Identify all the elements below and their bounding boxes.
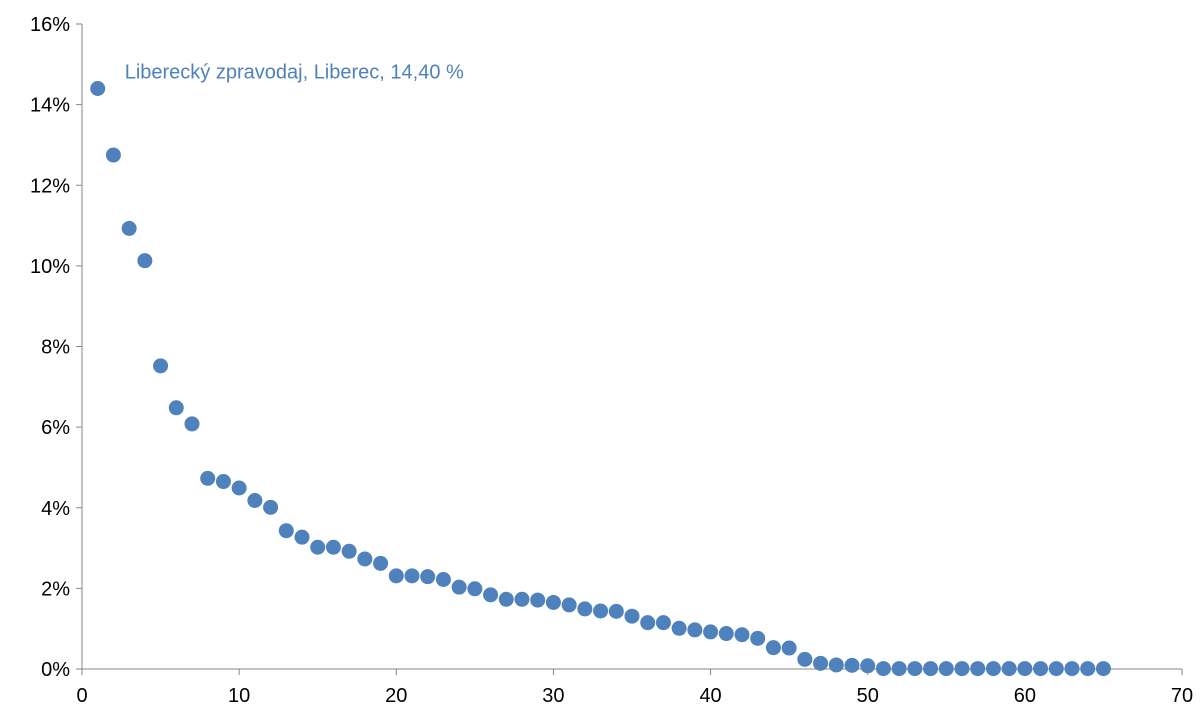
data-point — [750, 630, 766, 646]
data-point — [105, 147, 121, 163]
y-tick-label: 0% — [41, 659, 70, 681]
data-point — [797, 651, 813, 667]
data-point — [655, 615, 671, 631]
x-tick-label: 40 — [699, 685, 721, 707]
data-point — [844, 657, 860, 673]
data-point — [325, 539, 341, 555]
data-point — [828, 657, 844, 673]
data-point — [467, 581, 483, 597]
data-point — [231, 480, 247, 496]
y-tick-label: 8% — [41, 337, 70, 359]
data-point — [530, 592, 546, 608]
data-point — [718, 626, 734, 642]
data-point — [420, 569, 436, 585]
data-point — [593, 603, 609, 619]
data-point — [577, 601, 593, 617]
data-point — [278, 523, 294, 539]
x-tick-label: 60 — [1014, 685, 1036, 707]
ticks: 0% 2% 4% 6% 8% 10% 12% 14% 16% 0 10 20 30 40 50 60 70 — [30, 14, 1193, 707]
data-point — [1064, 661, 1080, 677]
y-tick-label: 12% — [30, 175, 70, 197]
data-point — [1080, 661, 1096, 677]
data-point — [624, 608, 640, 624]
x-tick-label: 10 — [228, 685, 250, 707]
data-point — [781, 640, 797, 656]
data-point — [451, 579, 467, 595]
data-point — [923, 661, 939, 677]
y-tick-label: 14% — [30, 95, 70, 117]
data-point — [561, 597, 577, 613]
data-point — [671, 620, 687, 636]
data-point — [247, 492, 263, 508]
y-tick-label: 4% — [41, 498, 70, 520]
data-point — [153, 358, 169, 374]
data-point — [1017, 661, 1033, 677]
data-point — [137, 253, 153, 269]
data-point — [970, 661, 986, 677]
data-point — [1048, 661, 1064, 677]
data-point — [813, 655, 829, 671]
x-tick-label: 50 — [857, 685, 879, 707]
data-point — [498, 591, 514, 607]
data-point — [184, 416, 200, 432]
data-point — [891, 661, 907, 677]
data-point — [907, 661, 923, 677]
data-point — [875, 661, 891, 677]
data-point — [985, 661, 1001, 677]
data-point — [90, 81, 106, 96]
data-point — [310, 539, 326, 555]
point-annotation: Liberecký zpravodaj, Liberec, 14,40 % — [125, 62, 464, 84]
data-point — [263, 499, 279, 515]
data-point — [215, 474, 231, 490]
data-point — [954, 661, 970, 677]
data-point — [1001, 661, 1017, 677]
data-point — [640, 615, 656, 631]
data-point — [514, 591, 530, 607]
y-tick-label: 2% — [41, 578, 70, 600]
data-point — [483, 587, 499, 603]
y-tick-label: 16% — [30, 14, 70, 36]
data-point — [341, 543, 357, 559]
data-point — [435, 572, 451, 588]
data-point — [703, 624, 719, 640]
x-tick-label: 20 — [385, 685, 407, 707]
x-tick-label: 30 — [542, 685, 564, 707]
data-point — [200, 470, 216, 486]
data-point — [388, 568, 404, 584]
data-point — [121, 220, 137, 236]
data-point — [687, 622, 703, 638]
data-point — [765, 640, 781, 656]
data-point — [608, 603, 624, 619]
y-tick-label: 6% — [41, 417, 70, 439]
data-point — [357, 551, 373, 567]
x-tick-label: 70 — [1171, 685, 1193, 707]
data-point — [1033, 661, 1049, 677]
axes — [81, 24, 1182, 670]
data-point — [168, 400, 184, 416]
data-point — [373, 555, 389, 571]
data-points — [90, 81, 1111, 677]
data-point — [294, 529, 310, 545]
data-point — [545, 594, 561, 610]
data-point — [734, 627, 750, 643]
data-point — [938, 661, 954, 677]
y-tick-label: 10% — [30, 256, 70, 278]
x-tick-label: 0 — [76, 685, 87, 707]
data-point — [404, 568, 420, 584]
data-point — [860, 658, 876, 674]
data-point — [1095, 661, 1111, 677]
